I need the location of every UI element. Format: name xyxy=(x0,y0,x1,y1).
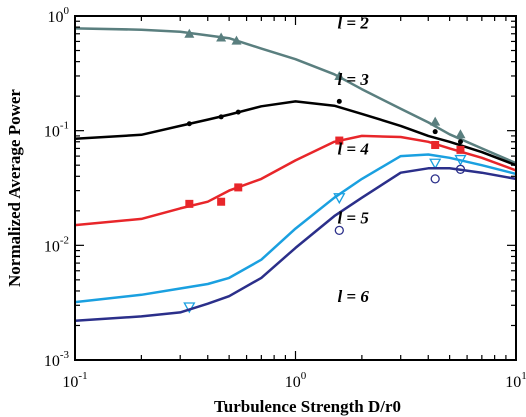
series-label: l = 4 xyxy=(337,139,368,158)
data-point xyxy=(429,158,442,170)
data-point xyxy=(231,35,242,45)
series-6 xyxy=(74,164,517,322)
data-point xyxy=(336,98,342,104)
series-line xyxy=(74,27,517,165)
data-point xyxy=(454,154,467,166)
data-point xyxy=(457,139,463,145)
y-axis-title: Normalized Average Power xyxy=(5,89,24,287)
data-point xyxy=(455,164,466,174)
data-point xyxy=(430,174,440,184)
data-point xyxy=(430,116,441,126)
y-tick-label: 100 xyxy=(48,5,70,26)
data-point xyxy=(185,199,194,208)
x-axis-title: Turbulence Strength D/r0 xyxy=(214,397,401,416)
series-label: l = 6 xyxy=(337,287,369,306)
x-tick-label: 101 xyxy=(505,370,526,391)
data-point xyxy=(184,28,195,38)
series-4 xyxy=(74,134,517,227)
series-2 xyxy=(74,27,517,165)
data-point xyxy=(234,183,243,192)
series-line xyxy=(74,100,517,167)
tick-labels-layer: 10-1 100 101 10-3 10-2 10-1 100 xyxy=(44,5,526,391)
series-labels-layer: l = 2 l = 3 l = 4 l = 5 l = 6 xyxy=(337,13,369,306)
y-tick-label: 10-1 xyxy=(44,120,69,141)
data-point xyxy=(431,140,440,149)
y-tick-label: 10-2 xyxy=(44,234,69,255)
data-point xyxy=(186,121,192,127)
data-point xyxy=(335,136,344,145)
data-point xyxy=(456,145,465,154)
series-label: l = 3 xyxy=(337,70,369,89)
data-point xyxy=(455,129,466,139)
x-tick-label: 100 xyxy=(285,370,307,391)
series-label: l = 5 xyxy=(337,209,369,228)
series-line xyxy=(74,153,517,304)
series-label: l = 2 xyxy=(337,13,369,32)
x-tick-label: 10-1 xyxy=(62,370,87,391)
plot-frame xyxy=(74,15,517,361)
data-point xyxy=(432,129,438,135)
series-layer xyxy=(74,27,517,322)
data-point xyxy=(216,32,227,42)
series-line xyxy=(74,167,517,322)
data-point xyxy=(334,225,344,236)
data-point xyxy=(333,193,346,205)
y-tick-label: 10-3 xyxy=(44,349,70,370)
series-5 xyxy=(74,153,517,314)
data-point xyxy=(334,70,345,80)
data-point xyxy=(235,109,241,115)
data-point xyxy=(218,114,224,120)
ticks-layer xyxy=(74,16,516,361)
data-point xyxy=(217,197,226,206)
series-line xyxy=(74,134,517,227)
series-3 xyxy=(74,98,517,167)
